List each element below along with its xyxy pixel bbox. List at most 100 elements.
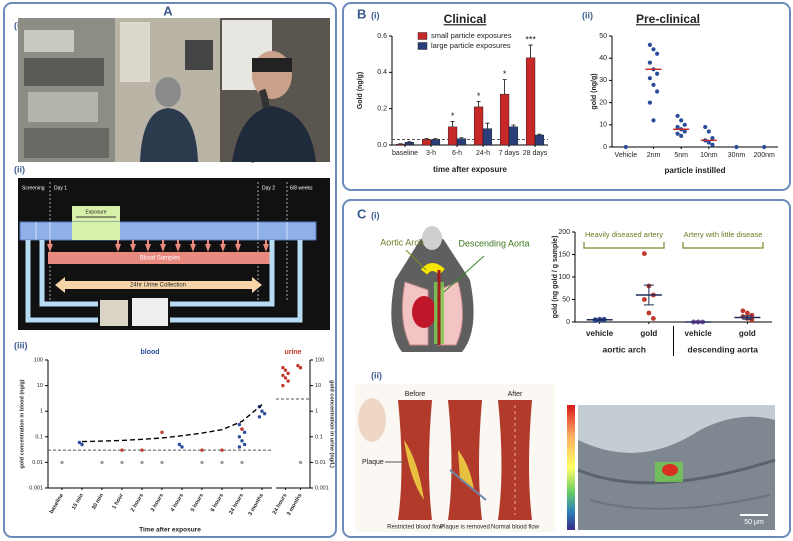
timeline-label: Blood Samples: [140, 256, 180, 262]
significance-label: *: [503, 69, 507, 79]
data-point: [647, 76, 653, 81]
x-tick-label: 30nm: [728, 152, 746, 159]
timeline-label: Day 1: [54, 185, 67, 191]
bar: [430, 139, 441, 146]
x-tick-label: vehicle: [586, 329, 614, 338]
data-point: [200, 460, 204, 465]
diagram-caption: Normal blood flow: [491, 525, 540, 531]
bar: [447, 126, 458, 146]
group-label: descending aorta: [688, 344, 759, 354]
y-tick-label: 40: [599, 55, 607, 62]
data-point: [740, 314, 746, 319]
y2-tick-label: 1: [315, 409, 318, 415]
panel-label: (ii): [582, 10, 593, 20]
y2-tick-label: 100: [315, 357, 324, 363]
data-point: [710, 136, 715, 141]
data-point: [647, 60, 653, 65]
data-point: [740, 308, 746, 314]
data-point: [651, 118, 656, 123]
data-point: [80, 442, 84, 447]
x-tick-label: 200nm: [753, 152, 775, 159]
data-point: [682, 129, 687, 134]
data-point: [120, 460, 124, 465]
x-tick-label: baseline: [392, 150, 418, 157]
y-tick-label: 100: [34, 357, 43, 363]
y-tick-label: 0: [603, 144, 607, 151]
y2-tick-label: 0.1: [315, 434, 323, 440]
bar: [456, 138, 467, 146]
panel-b: [342, 2, 791, 191]
y-tick-label: 20: [599, 99, 607, 106]
y-axis-label: gold (ng gold / g sample): [552, 236, 559, 319]
data-point: [298, 460, 303, 465]
data-point: [641, 251, 647, 256]
micrograph: 50 μm: [567, 405, 776, 530]
panel-label: (ii): [371, 370, 382, 380]
data-point: [160, 430, 164, 434]
y-tick-label: 30: [599, 77, 607, 84]
data-point: [286, 379, 290, 383]
data-point: [641, 297, 647, 302]
data-point: [734, 144, 739, 150]
data-point: [706, 140, 711, 145]
data-point: [240, 460, 244, 465]
y2-tick-label: 0.001: [315, 485, 329, 491]
bar: [473, 106, 484, 146]
x-axis-label: Time after exposure: [139, 527, 201, 534]
y-tick-label: 10: [37, 383, 43, 389]
panel-label: B: [357, 6, 366, 21]
bar: [534, 134, 545, 146]
data-point: [675, 131, 680, 136]
data-point: [647, 100, 653, 105]
data-point: [710, 142, 715, 147]
y2-axis-label: gold concentration in urine (ng/L): [329, 380, 335, 468]
y-tick-label: 10: [599, 122, 607, 129]
diagram-label: Before: [405, 391, 426, 398]
data-point: [200, 448, 204, 452]
data-point: [160, 460, 164, 465]
timeline-label: Exposure: [85, 209, 106, 215]
group-label: urine: [284, 349, 301, 356]
x-tick-label: gold: [640, 329, 657, 338]
x-tick-label: 10nm: [700, 152, 718, 159]
bar: [499, 93, 510, 146]
y-tick-label: 0.001: [29, 485, 43, 491]
bar: [395, 143, 406, 146]
plaque-illustration: Before After Plaque Restricted blood flo…: [355, 384, 555, 532]
bar: [525, 57, 536, 146]
bracket: [682, 242, 764, 249]
data-point: [140, 448, 144, 452]
photo-strip: [18, 18, 330, 163]
data-point: [655, 71, 660, 76]
x-tick-label: 24-h: [476, 150, 490, 157]
y2-tick-label: 10: [315, 383, 321, 389]
x-tick-label: 6-h: [452, 150, 462, 157]
diagram-caption: Restricted blood flow: [387, 525, 443, 531]
y-tick-label: 50: [599, 33, 607, 40]
diagram-label: Plaque: [362, 459, 384, 466]
legend-label: small particle exposures: [431, 31, 512, 40]
data-point: [650, 316, 656, 321]
group-label: aortic arch: [603, 344, 646, 354]
data-point: [623, 144, 628, 150]
data-point: [257, 415, 262, 419]
error-bar: [407, 141, 412, 143]
data-point: [703, 124, 708, 130]
error-bar: [433, 138, 438, 140]
y-tick-label: 0.0: [377, 142, 387, 149]
data-point: [296, 363, 300, 368]
data-point: [237, 445, 242, 449]
data-point: [237, 435, 242, 439]
data-point: [180, 445, 184, 449]
data-point: [762, 144, 767, 150]
y-tick-label: 0.6: [377, 33, 387, 40]
y-axis-label: gold (ng/g): [591, 73, 598, 109]
y-tick-label: 0: [566, 319, 570, 326]
data-point: [655, 89, 660, 94]
y-axis-label: gold concentration in blood (ng/g): [19, 379, 25, 468]
y-tick-label: 1: [40, 409, 43, 415]
error-bar: [528, 44, 533, 58]
data-point: [744, 310, 750, 316]
panel-label: (ii): [14, 164, 25, 174]
y-tick-label: 50: [562, 296, 570, 303]
